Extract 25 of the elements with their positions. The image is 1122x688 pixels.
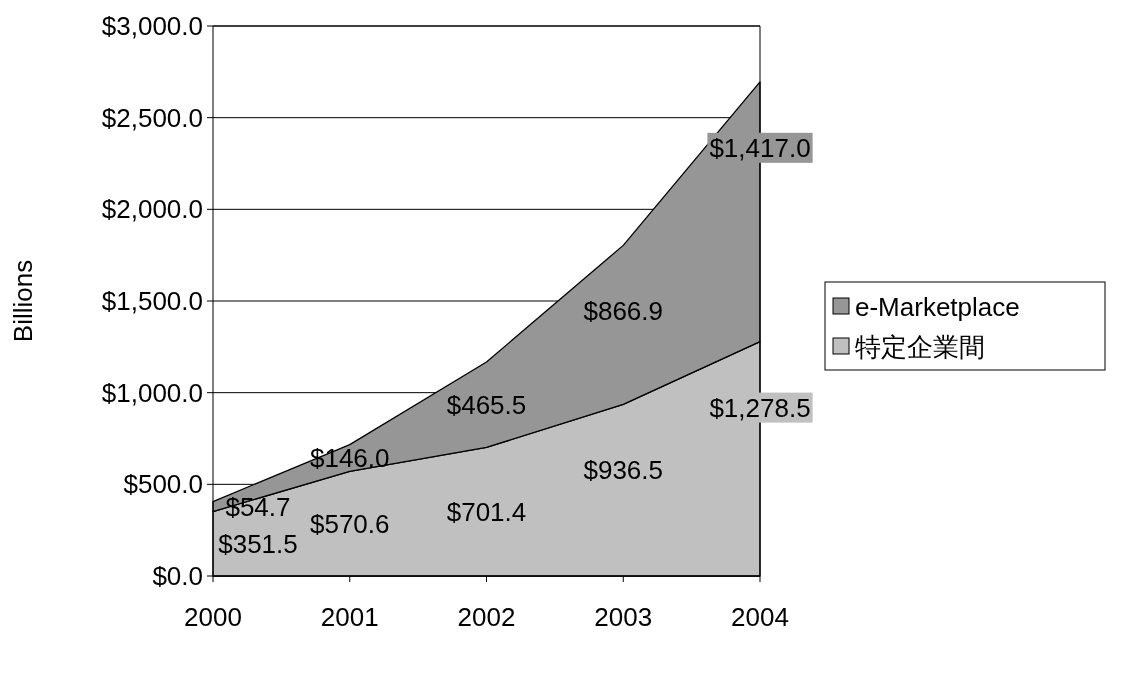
data-label: $570.6 xyxy=(309,508,390,539)
data-label: $54.7 xyxy=(225,491,291,522)
data-label: $146.0 xyxy=(309,443,390,474)
legend-label: e-Marketplace xyxy=(855,292,1020,322)
x-tick-label: 2004 xyxy=(731,602,789,632)
y-tick-label: $1,500.0 xyxy=(101,286,203,316)
data-label: $465.5 xyxy=(446,389,527,420)
y-tick-label: $500.0 xyxy=(123,469,203,500)
x-tick-label: 2002 xyxy=(457,602,516,632)
y-tick-label: $3,000.0 xyxy=(101,11,203,41)
data-label: $1,278.5 xyxy=(709,392,811,423)
y-tick-label: $2,000.0 xyxy=(101,194,203,225)
x-tick-label: 2003 xyxy=(594,602,653,632)
x-tick-label: 2001 xyxy=(320,602,379,632)
legend-label: 特定企業間 xyxy=(855,332,985,362)
data-label: $936.5 xyxy=(583,455,664,486)
data-label: $1,417.0 xyxy=(709,132,811,163)
y-tick-label: $0.0 xyxy=(152,561,203,591)
data-label: $701.4 xyxy=(446,496,527,527)
y-axis-title: Billions xyxy=(8,259,38,343)
x-tick-label: 2000 xyxy=(184,602,242,632)
data-label: $866.9 xyxy=(583,296,664,327)
y-tick-label: $1,000.0 xyxy=(101,377,203,408)
y-tick-label: $2,500.0 xyxy=(101,102,203,133)
data-label: $351.5 xyxy=(218,528,298,559)
